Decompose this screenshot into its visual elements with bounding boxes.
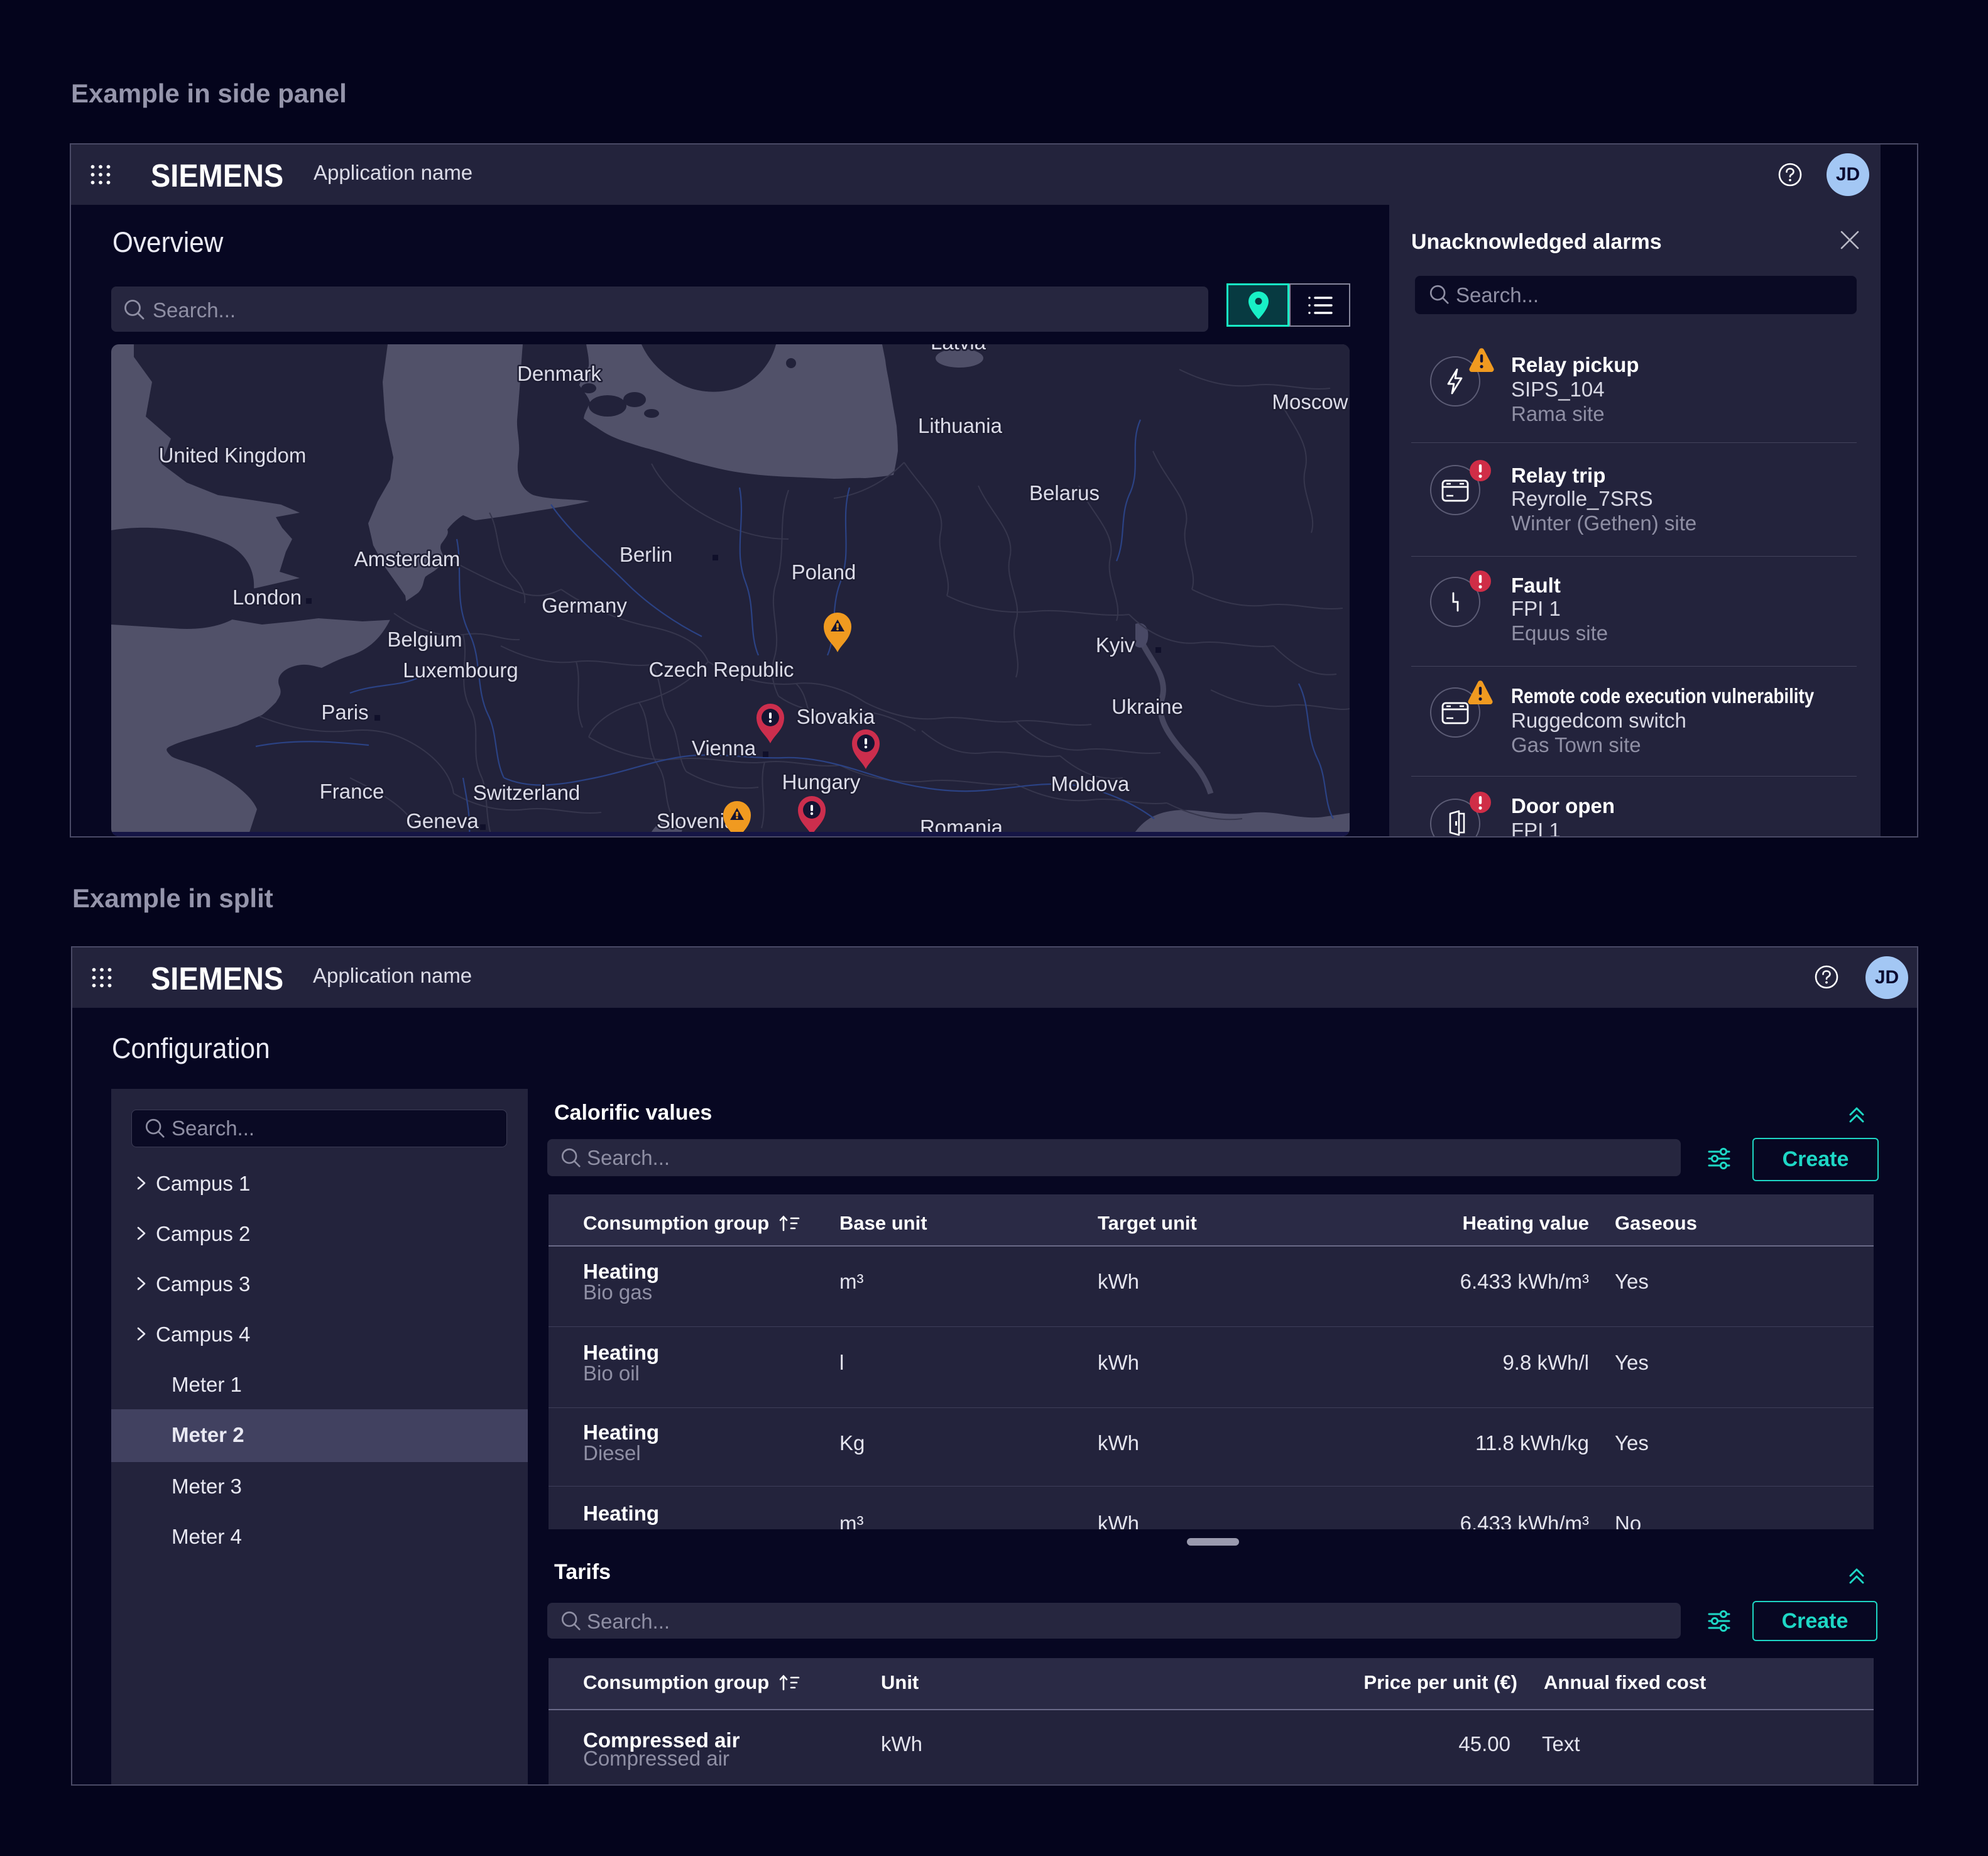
svg-text:Ukraine: Ukraine bbox=[1111, 695, 1183, 718]
svg-text:Poland: Poland bbox=[792, 560, 856, 584]
svg-text:Kyiv: Kyiv bbox=[1096, 633, 1135, 657]
svg-text:United Kingdom: United Kingdom bbox=[159, 444, 307, 467]
svg-text:Latvia: Latvia bbox=[931, 344, 986, 354]
svg-text:France: France bbox=[320, 780, 385, 803]
svg-text:Denmark: Denmark bbox=[517, 362, 601, 385]
svg-text:Belarus: Belarus bbox=[1029, 481, 1100, 505]
svg-text:Vienna: Vienna bbox=[692, 736, 756, 760]
svg-text:Geneva: Geneva bbox=[406, 809, 479, 832]
svg-text:Belgium: Belgium bbox=[387, 628, 462, 651]
svg-text:Slovakia: Slovakia bbox=[797, 705, 875, 728]
svg-text:Hungary: Hungary bbox=[782, 770, 861, 794]
svg-text:Switzerland: Switzerland bbox=[473, 781, 581, 804]
svg-text:Luxembourg: Luxembourg bbox=[403, 658, 518, 682]
svg-text:Moscow: Moscow bbox=[1272, 390, 1348, 413]
svg-text:Moldova: Moldova bbox=[1051, 772, 1130, 795]
svg-text:Paris: Paris bbox=[321, 701, 368, 724]
svg-text:Czech Republic: Czech Republic bbox=[648, 658, 794, 681]
svg-text:Amsterdam: Amsterdam bbox=[354, 547, 461, 570]
svg-text:Lithuania: Lithuania bbox=[918, 414, 1003, 437]
svg-text:London: London bbox=[232, 586, 302, 609]
svg-text:Berlin: Berlin bbox=[620, 543, 672, 566]
svg-text:Germany: Germany bbox=[542, 594, 627, 617]
